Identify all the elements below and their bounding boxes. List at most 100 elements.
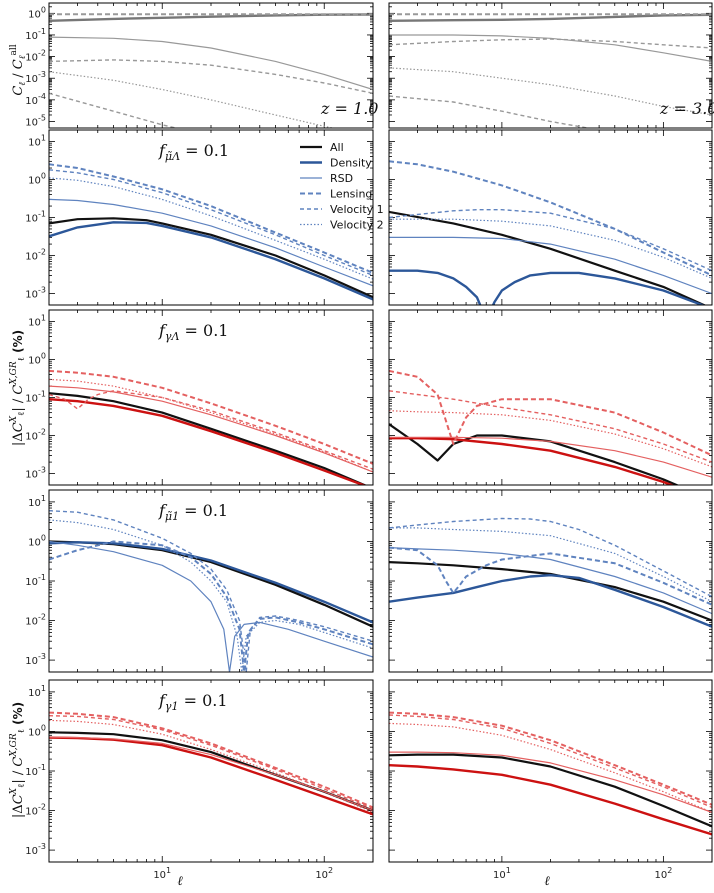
series-density [389, 574, 712, 628]
series-group [49, 711, 373, 816]
series-rsd [49, 736, 373, 812]
series-rsd [389, 751, 712, 813]
series-group [389, 369, 712, 485]
y-tick-label: 10-3 [25, 286, 46, 301]
panel-frame [388, 2, 713, 129]
y-tick-label: 101 [28, 133, 46, 148]
legend-label: Velocity 2 [330, 219, 384, 232]
series-velocity-2 [49, 519, 373, 672]
panel-r1c0: 101 100 10-1 10-2 10-3 fμ̃Λ = 0.1 [25, 129, 374, 306]
parameter-label: fμ̃Λ = 0.1 [158, 141, 229, 163]
x-label-right: ℓ [544, 874, 550, 889]
panel-r4c0: 101 100 10-1 10-2 10-3 101 102 fγ1 = 0.1 [25, 679, 374, 881]
redshift-label: z = 1.0 [320, 99, 378, 118]
series-velocity-2 [389, 218, 712, 279]
series-all [389, 753, 712, 828]
parameter-label: fγ1 = 0.1 [158, 691, 228, 713]
series-rsd [49, 385, 373, 473]
series-velocity-1 [49, 715, 373, 810]
y-tick-label: 101 [28, 313, 46, 328]
panel-frame [48, 2, 374, 129]
series-velocity-1 [389, 714, 712, 809]
series-velocity-1 [389, 209, 712, 272]
legend-label: All [330, 141, 344, 154]
panel-frame [48, 309, 374, 486]
y-tick-label: 10-5 [25, 113, 46, 128]
panel-r4c1: 101 102 [388, 679, 713, 881]
series-lensing [389, 160, 712, 277]
y-tick-label: 100 [28, 723, 46, 738]
top-ylabel: Cℓ / Cℓall [9, 44, 28, 95]
y-tick-label: 10-1 [25, 210, 46, 225]
y-tick-label: 10-3 [25, 70, 46, 85]
series-group [389, 711, 712, 836]
series-rsd [49, 540, 373, 672]
series-velocity-2 [389, 67, 712, 116]
series-lensing [49, 369, 373, 465]
series-velocity-1 [49, 390, 373, 470]
series-group [49, 369, 373, 485]
series-all [389, 210, 707, 305]
y-tick-label: 10-2 [25, 248, 46, 263]
panel-r0c0: 100 10-1 10-2 10-3 10-4 10-5 z = 1.0 [25, 2, 378, 129]
series-velocity-2 [389, 410, 712, 468]
panel-r2c0: 101 100 10-1 10-2 10-3 fγΛ = 0.1 [25, 309, 374, 486]
series-velocity-3 [49, 92, 179, 128]
legend-label: Lensing [330, 188, 372, 201]
series-rsd [389, 236, 712, 295]
panel-r3c0: 101 100 10-1 10-2 10-3 fμ̃1 = 0.1 [25, 489, 374, 673]
y-tick-label: 10-2 [25, 803, 46, 818]
series-rsd [49, 198, 373, 287]
panel-frame [388, 309, 713, 486]
main-ylabel-lower: |ΔCXℓ| / CX,GRℓ (%) [9, 702, 27, 818]
y-tick-label: 100 [28, 351, 46, 366]
series-group [49, 510, 373, 672]
series-rsd [389, 547, 712, 615]
series-velocity-2 [49, 71, 336, 128]
x-tick-label: 101 [493, 866, 511, 881]
series-group [49, 13, 373, 128]
main-ylabel-upper: |ΔCXℓ| / CX,GRℓ (%) [9, 330, 27, 446]
y-tick-label: 100 [28, 171, 46, 186]
y-tick-label: 10-3 [25, 842, 46, 857]
panel-frame [388, 129, 713, 306]
series-all [49, 392, 368, 485]
y-tick-label: 10-4 [25, 92, 46, 107]
y-tick-label: 101 [28, 494, 46, 509]
series-density [49, 398, 367, 485]
x-tick-label: 102 [315, 866, 333, 881]
y-tick-label: 10-2 [25, 613, 46, 628]
panels: 100 10-1 10-2 10-3 10-4 10-5 z = 1.0 z = 3.0 101… [25, 2, 714, 881]
series-group [389, 160, 712, 305]
panel-frame [48, 129, 374, 306]
series-lensing [49, 540, 373, 672]
x-label-left: ℓ [177, 874, 183, 889]
series-group [389, 13, 712, 128]
series-velocity-1 [49, 59, 373, 94]
series-lensing [389, 711, 712, 806]
series-velocity-1 [49, 169, 373, 277]
legend-label: Velocity 1 [330, 203, 384, 216]
legend-label: Density [330, 157, 372, 170]
series-rsd [389, 436, 712, 478]
y-tick-label: 100 [28, 5, 46, 20]
series-density [49, 221, 373, 301]
series-density [389, 764, 712, 836]
y-tick-label: 10-1 [25, 763, 46, 778]
series-group [49, 163, 373, 301]
series-density [389, 269, 706, 305]
series-velocity-1 [389, 517, 712, 598]
panel-r0c1: z = 3.0 [388, 2, 714, 129]
legend-label: RSD [330, 172, 353, 185]
legend: All Density RSD Lensing Velocity 1 Velocity 2 [300, 141, 384, 232]
series-density [49, 13, 373, 22]
panel-r1c1 [388, 129, 713, 306]
parameter-label: fμ̃1 = 0.1 [158, 501, 228, 523]
series-rsd [49, 36, 373, 91]
series-lensing [389, 369, 712, 457]
y-tick-label: 10-3 [25, 466, 46, 481]
series-velocity-2 [389, 527, 712, 603]
series-group [389, 517, 712, 628]
series-all [389, 561, 712, 622]
